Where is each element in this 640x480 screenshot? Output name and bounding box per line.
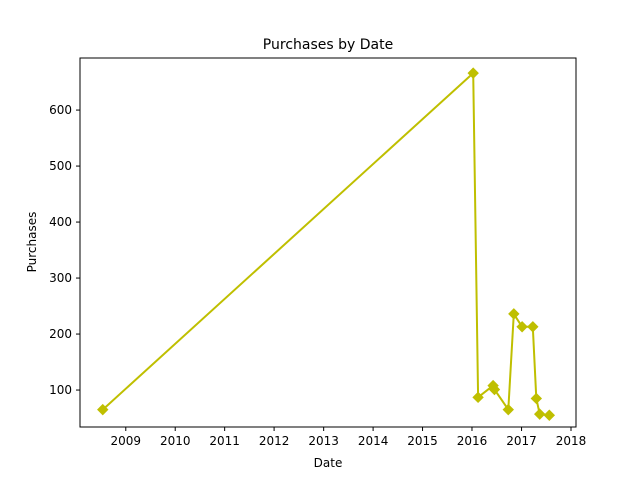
x-tick-label: 2013 xyxy=(308,434,339,448)
series-layer xyxy=(97,67,556,421)
y-tick-label: 500 xyxy=(49,159,72,173)
x-tick-label: 2017 xyxy=(506,434,537,448)
y-axis-label: Purchases xyxy=(25,212,39,273)
data-point-marker xyxy=(472,391,484,404)
data-point-marker xyxy=(508,308,520,320)
data-point-marker xyxy=(527,321,539,333)
x-tick-label: 2014 xyxy=(358,434,389,448)
x-tick-label: 2018 xyxy=(556,434,587,448)
x-axis-label: Date xyxy=(314,456,343,470)
data-point-marker xyxy=(97,403,109,416)
data-point-marker xyxy=(516,321,528,333)
x-tick-label: 2011 xyxy=(209,434,240,448)
y-tick-label: 200 xyxy=(49,327,72,341)
y-tick-label: 600 xyxy=(49,103,72,117)
y-tick-label: 400 xyxy=(49,215,72,229)
data-point-marker xyxy=(543,409,556,421)
data-point-marker xyxy=(530,392,543,405)
x-axis-ticks: 2009 2010 2011 2012 2013 2014 2015 2016 2017 2018 xyxy=(111,427,587,448)
x-tick-label: 2016 xyxy=(457,434,488,448)
x-tick-label: 2012 xyxy=(259,434,290,448)
y-tick-label: 300 xyxy=(49,271,72,285)
data-point-marker xyxy=(488,383,501,396)
plot-area-background xyxy=(80,58,576,427)
data-point-marker xyxy=(467,67,479,79)
data-point-marker xyxy=(502,403,514,416)
x-tick-label: 2009 xyxy=(111,434,142,448)
x-tick-label: 2015 xyxy=(407,434,438,448)
plot-area-frame xyxy=(79,57,577,428)
y-axis-ticks: 100 200 300 400 500 600 xyxy=(49,103,80,397)
y-tick-label: 100 xyxy=(49,383,72,397)
x-tick-label: 2010 xyxy=(160,434,191,448)
data-point-marker xyxy=(533,408,546,420)
chart-title: Purchases by Date xyxy=(263,37,393,53)
